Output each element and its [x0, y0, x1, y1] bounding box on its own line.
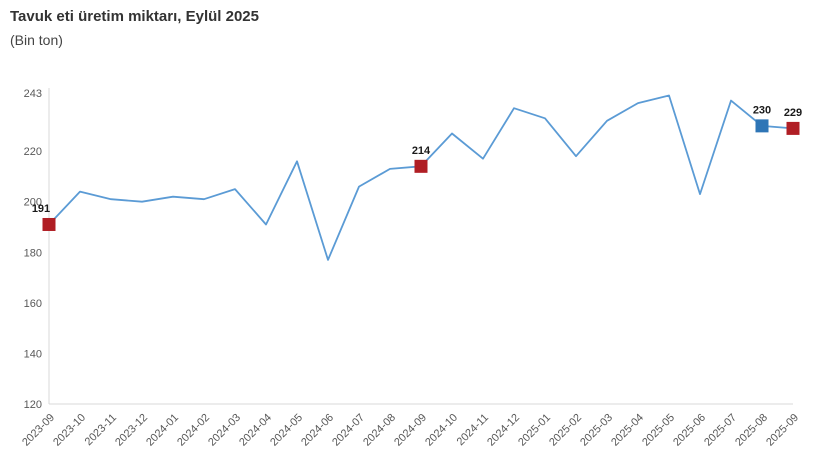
x-tick-2025-01: 2025-01: [516, 412, 553, 449]
x-tick-2025-03: 2025-03: [578, 412, 615, 449]
x-tick-2024-06: 2024-06: [299, 412, 336, 449]
x-tick-2025-06: 2025-06: [671, 412, 708, 449]
x-tick-2023-10: 2023-10: [51, 412, 88, 449]
value-label-2025-08: 230: [753, 104, 771, 116]
value-label-2023-09: 191: [32, 203, 50, 215]
x-tick-2025-08: 2025-08: [733, 412, 770, 449]
x-tick-2024-05: 2024-05: [268, 412, 305, 449]
x-tick-2025-04: 2025-04: [609, 412, 646, 449]
x-tick-2024-10: 2024-10: [423, 412, 460, 449]
y-tick-220: 220: [24, 146, 42, 158]
value-label-2025-09: 229: [784, 107, 802, 119]
y-tick-243: 243: [24, 88, 42, 100]
y-tick-120: 120: [24, 399, 42, 411]
value-label-2024-09: 214: [412, 145, 431, 157]
data-point-marker-2025-09: [786, 121, 800, 135]
x-tick-2024-01: 2024-01: [144, 412, 181, 449]
x-tick-2024-12: 2024-12: [485, 412, 522, 449]
x-tick-2023-11: 2023-11: [83, 412, 119, 448]
data-point-marker-2024-09: [414, 159, 428, 173]
x-tick-2025-07: 2025-07: [702, 412, 739, 449]
chart-unit-subtitle: (Bin ton): [10, 32, 63, 48]
data-point-marker-2023-09: [42, 217, 56, 231]
x-tick-2023-12: 2023-12: [113, 412, 150, 449]
x-tick-2024-02: 2024-02: [175, 412, 212, 449]
y-tick-140: 140: [24, 348, 42, 360]
x-tick-2024-07: 2024-07: [330, 412, 367, 449]
x-tick-2024-08: 2024-08: [361, 412, 398, 449]
line-chart: 243 220 200 180 160 140 120 2023-09 2023-10 2023-…: [0, 60, 820, 469]
data-point-marker-2025-08: [755, 119, 769, 133]
page-title: Tavuk eti üretim miktarı, Eylül 2025: [10, 8, 259, 25]
series-line: [48, 94, 794, 261]
x-tick-2023-09: 2023-09: [20, 412, 57, 449]
x-tick-2025-09: 2025-09: [764, 412, 801, 449]
x-tick-2024-09: 2024-09: [392, 412, 429, 449]
y-tick-200: 200: [24, 197, 42, 209]
x-tick-2024-04: 2024-04: [237, 412, 274, 449]
x-tick-2025-05: 2025-05: [640, 412, 677, 449]
x-tick-2024-03: 2024-03: [206, 412, 243, 449]
y-tick-180: 180: [24, 247, 42, 259]
chart-canvas: 2432202001801601401202023-092023-102023-…: [20, 88, 802, 449]
x-tick-2024-11: 2024-11: [455, 412, 491, 448]
y-tick-160: 160: [24, 298, 42, 310]
x-tick-2025-02: 2025-02: [547, 412, 584, 449]
